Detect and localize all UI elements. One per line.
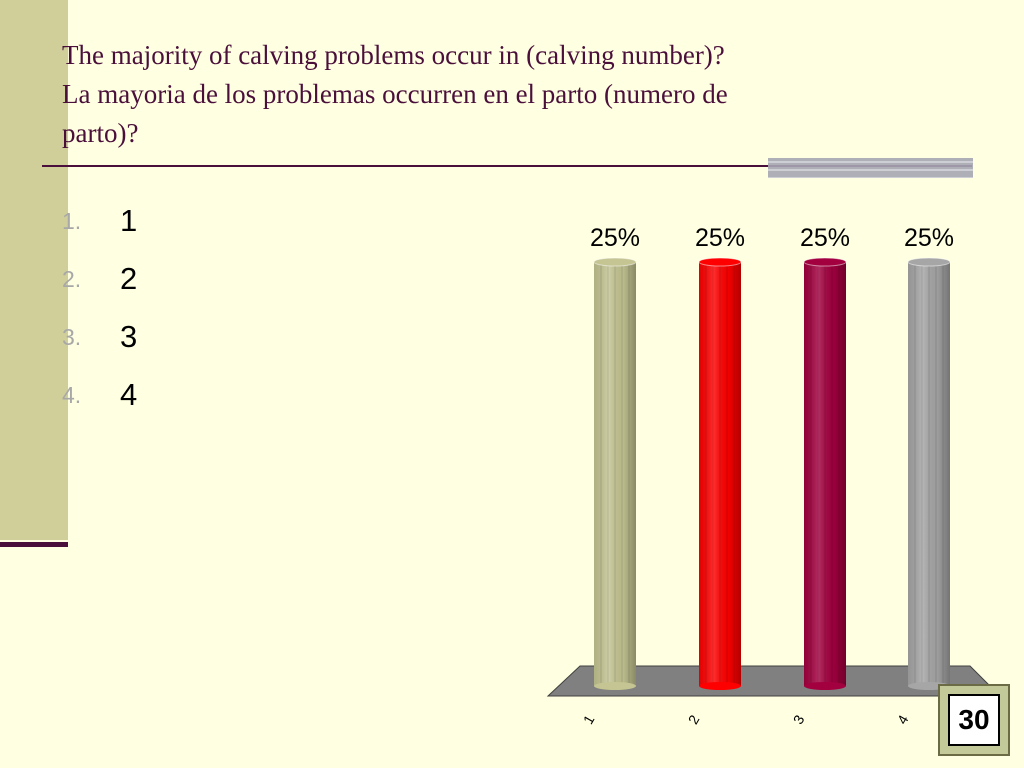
answer-label: 4 bbox=[120, 377, 138, 412]
timer-value: 30 bbox=[948, 694, 1000, 746]
x-tick-3: 3 bbox=[790, 712, 808, 727]
x-tick-1: 1 bbox=[580, 712, 598, 727]
bar-2 bbox=[698, 257, 742, 690]
title-divider bbox=[42, 165, 972, 167]
answer-number: 3. bbox=[62, 323, 82, 350]
answer-option-4[interactable]: 4. 4 bbox=[62, 366, 137, 424]
decorative-gray-bar bbox=[768, 158, 973, 178]
answer-number: 2. bbox=[62, 265, 82, 292]
data-label-3: 25% bbox=[800, 224, 850, 252]
bar-3 bbox=[803, 257, 847, 690]
left-accent-line bbox=[0, 542, 68, 547]
data-label-1: 25% bbox=[590, 224, 640, 252]
title-line-3: parto)? bbox=[62, 118, 139, 148]
data-label-4: 25% bbox=[904, 224, 954, 252]
x-tick-2: 2 bbox=[685, 712, 703, 727]
bar-1 bbox=[593, 257, 637, 690]
answer-number: 1. bbox=[62, 207, 82, 234]
answer-list: 1. 1 2. 2 3. 3 4. 4 bbox=[62, 192, 137, 424]
title-line-2: La mayoria de los problemas occurren en … bbox=[62, 79, 728, 109]
answer-label: 3 bbox=[120, 319, 138, 354]
countdown-timer: 30 bbox=[938, 684, 1010, 756]
bar-4 bbox=[907, 257, 951, 690]
x-tick-4: 4 bbox=[894, 712, 912, 727]
data-label-2: 25% bbox=[695, 224, 745, 252]
answer-option-3[interactable]: 3. 3 bbox=[62, 308, 137, 366]
answer-option-1[interactable]: 1. 1 bbox=[62, 192, 137, 250]
answer-label: 1 bbox=[120, 203, 138, 238]
answer-number: 4. bbox=[62, 381, 82, 408]
answer-option-2[interactable]: 2. 2 bbox=[62, 250, 137, 308]
title-line-1: The majority of calving problems occur i… bbox=[62, 40, 725, 70]
slide-title: The majority of calving problems occur i… bbox=[62, 36, 942, 153]
left-accent-strip bbox=[0, 0, 68, 540]
answer-label: 2 bbox=[120, 261, 138, 296]
